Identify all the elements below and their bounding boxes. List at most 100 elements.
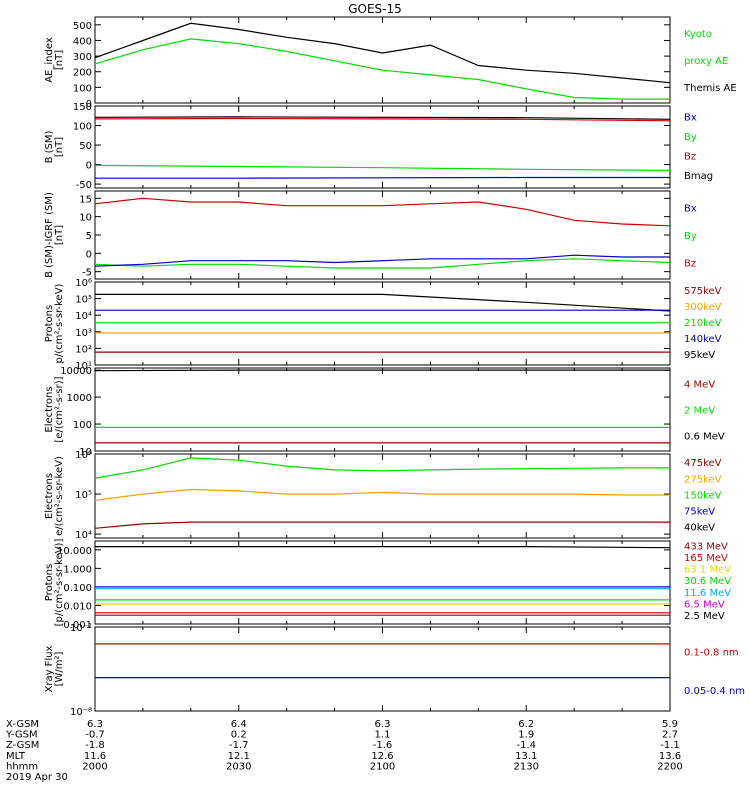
panel-5-legend-2: 150keV: [684, 490, 722, 501]
panel-1-series-0: [94, 117, 671, 122]
panel-7-legend-0: 0.1-0.8 nm: [684, 648, 739, 659]
panel-2-ytick-label: -5: [82, 268, 92, 279]
panel-2-ytick-label: 5: [86, 231, 92, 242]
panel-0-series-1: [94, 38, 670, 100]
footer-row-label-3: MLT: [6, 751, 26, 762]
panel-1-legend-3: Bmag: [684, 171, 713, 182]
footer-row-label-4: hhmm: [6, 761, 38, 772]
panel-0-legend-1: proxy AE: [684, 56, 728, 67]
footer-cell-3-4: 2130: [514, 761, 539, 772]
panel-4-ylabel: [e/(cm²-s-sr)]: [54, 376, 65, 442]
panel-3-ylabel: p/(cm²-s-sr-keV): [54, 283, 65, 363]
footer-cell-4-2: -1.1: [660, 740, 680, 751]
panel-2-ytick-label: 0: [86, 249, 92, 260]
panel-3-legend-4: 95keV: [684, 350, 715, 361]
panel-6-legend-6: 2.5 MeV: [684, 611, 725, 622]
panel-5-legend-1: 275keV: [684, 474, 722, 485]
panel-7-ytick-label: 10⁻⁸: [70, 707, 92, 718]
panel-4-ytick-label: 10: [79, 447, 92, 458]
panel-1-legend-0: Bx: [684, 113, 697, 124]
panel-0-ytick-label: 200: [73, 68, 92, 79]
panel-5-series-0: [94, 457, 670, 479]
panel-5-ytick-label: 10⁶: [75, 450, 92, 461]
panel-2-series-0: [94, 197, 671, 227]
panel-5-ytick-label: 10⁴: [75, 530, 92, 541]
panel-4-legend-0: 4 MeV: [684, 379, 715, 390]
footer-cell-1-4: 2030: [226, 761, 251, 772]
panel-0-legend-2: Themis AE: [683, 83, 737, 94]
footer-cell-1-2: -1.7: [229, 740, 249, 751]
panel-0-ylabel: [nT]: [54, 50, 65, 70]
panel-7-ylabel: [W/m²]: [54, 651, 65, 686]
panel-3-legend-0: 575keV: [684, 286, 722, 297]
panel-7-ylabel: Xray Flux: [44, 645, 55, 692]
panel-6-legend-4: 11.6 MeV: [684, 588, 731, 599]
panel-2-ylabel: [nT]: [54, 225, 65, 245]
footer-cell-3-3: 13.1: [515, 751, 537, 762]
panel-6-ylabel: [p/(cm²-s-sr-keV)]: [54, 539, 65, 627]
footer-cell-4-4: 2200: [657, 761, 682, 772]
panel-3-ytick-label: 10⁶: [75, 278, 92, 289]
panel-2-legend-0: Bx: [684, 204, 697, 215]
footer-cell-0-1: -0.7: [85, 730, 105, 741]
panel-1-ytick-label: 0: [86, 161, 92, 172]
panel-3-ytick-label: 10⁵: [75, 295, 92, 306]
footer-cell-4-0: 5.9: [662, 719, 678, 730]
panel-1-ytick-label: 50: [79, 141, 92, 152]
panel-4-frame: [94, 367, 671, 452]
panel-1-series-1: [94, 164, 671, 171]
panel-3-ytick-label: 10⁴: [75, 311, 92, 322]
panel-4-legend-2: 0.6 MeV: [684, 431, 725, 442]
footer-cell-0-3: 11.6: [84, 751, 106, 762]
footer-cell-2-1: 1.1: [375, 730, 391, 741]
panel-7-ytick-label: 10⁻⁷: [70, 623, 92, 634]
panel-4-ytick-label: 100: [73, 420, 92, 431]
panel-5-legend-4: 40keV: [684, 523, 715, 534]
footer-row-label-1: Y-GSM: [5, 730, 38, 741]
panel-1-legend-1: By: [684, 132, 697, 143]
panel-2-ytick-label: 10: [79, 213, 92, 224]
footer-cell-0-2: -1.8: [85, 740, 105, 751]
panel-4-ylabel: Electrons: [44, 386, 55, 432]
panel-0-ylabel: AE_index: [44, 37, 55, 83]
panel-4-ytick-label: 1000: [67, 393, 92, 404]
panel-1-ytick-label: 150: [73, 102, 92, 113]
footer-cell-0-0: 6.3: [87, 719, 103, 730]
panel-6-legend-3: 30.6 MeV: [684, 576, 731, 587]
panel-6-legend-0: 433 MeV: [684, 542, 728, 553]
panel-6-ylabel: Protons: [44, 564, 55, 601]
panel-0-ytick-label: 400: [73, 36, 92, 47]
panel-3-legend-2: 210keV: [684, 318, 722, 329]
footer-cell-2-3: 12.6: [371, 751, 393, 762]
panel-3-ytick-label: 10²: [75, 344, 92, 355]
panel-0-ytick-label: 100: [73, 83, 92, 94]
footer-cell-2-2: -1.6: [373, 740, 393, 751]
panel-4-ytick-label: 10000: [60, 366, 92, 377]
footer-cell-0-4: 2000: [82, 761, 107, 772]
panel-2-legend-2: Bz: [684, 259, 696, 270]
panel-6-ytick-label: 0.010: [63, 601, 92, 612]
panel-0-frame: [94, 16, 671, 104]
panel-3-ytick-label: 10³: [75, 328, 92, 339]
panel-6-frame: [94, 540, 671, 625]
panel-5-legend-0: 475keV: [684, 458, 722, 469]
footer-cell-3-2: -1.4: [516, 740, 536, 751]
footer-cell-1-3: 12.1: [228, 751, 250, 762]
panel-6-ytick-label: 0.100: [63, 583, 92, 594]
panel-1-ytick-label: -50: [76, 180, 92, 191]
panel-3-ylabel: Protons: [44, 305, 55, 342]
panel-2-series-2: [94, 254, 670, 267]
panel-1-ylabel: [nT]: [54, 137, 65, 157]
panel-0-ytick-label: 500: [73, 21, 92, 32]
panel-5-series-2: [94, 521, 670, 529]
footer-cell-3-1: 1.9: [518, 730, 534, 741]
panel-6-legend-1: 165 MeV: [684, 553, 728, 564]
panel-2-ylabel: B (SM)-IGRF (SM): [44, 192, 55, 278]
footer-cell-3-0: 6.2: [518, 719, 534, 730]
panel-2-frame: [94, 190, 671, 280]
panel-1-ytick-label: 100: [73, 122, 92, 133]
panel-0-ytick-label: 300: [73, 52, 92, 63]
panel-2-legend-1: By: [684, 231, 697, 242]
footer-cell-1-1: 0.2: [231, 730, 247, 741]
